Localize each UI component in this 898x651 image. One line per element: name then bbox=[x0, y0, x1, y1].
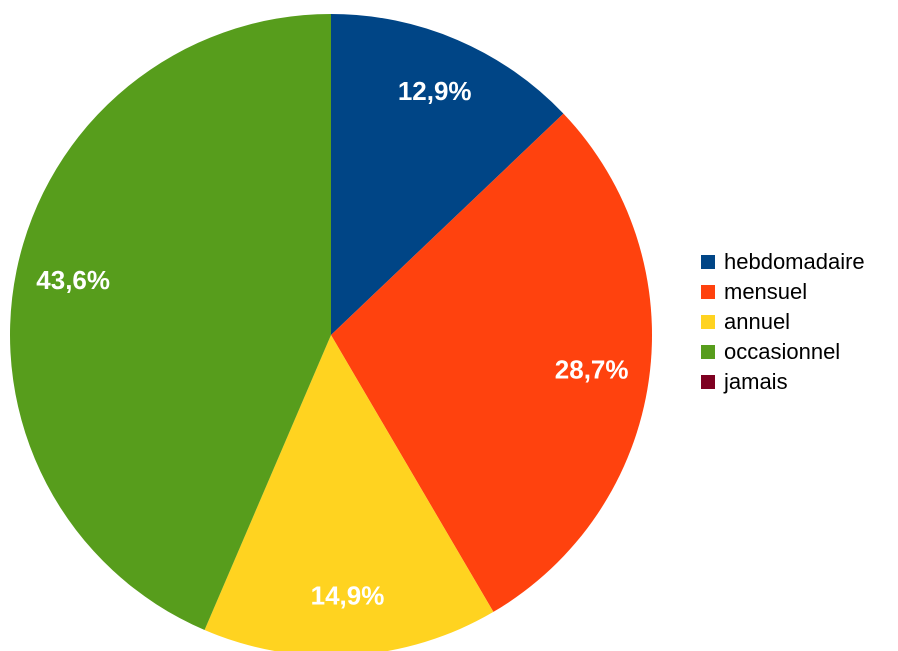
pie-slice-annuel bbox=[204, 335, 494, 651]
slice-label-mensuel: 28,7% bbox=[555, 355, 629, 385]
legend-swatch-annuel bbox=[701, 315, 715, 329]
legend-item-occasionnel: occasionnel bbox=[701, 337, 865, 367]
legend-item-annuel: annuel bbox=[701, 307, 865, 337]
legend-swatch-occasionnel bbox=[701, 345, 715, 359]
slice-label-annuel: 14,9% bbox=[311, 581, 385, 611]
legend-swatch-jamais bbox=[701, 375, 715, 389]
legend-label-jamais: jamais bbox=[724, 369, 788, 394]
pie-slice-mensuel bbox=[331, 113, 652, 612]
slice-label-hebdomadaire: 12,9% bbox=[398, 76, 472, 106]
legend-label-annuel: annuel bbox=[724, 309, 791, 334]
legend-label-hebdomadaire: hebdomadaire bbox=[724, 249, 865, 274]
legend-swatch-mensuel bbox=[701, 285, 715, 299]
legend-label-mensuel: mensuel bbox=[724, 279, 808, 304]
pie-slice-hebdomadaire bbox=[331, 14, 564, 335]
legend-swatch-hebdomadaire bbox=[701, 255, 715, 269]
pie-slice-occasionnel bbox=[9, 14, 332, 631]
slice-label-occasionnel: 43,6% bbox=[36, 265, 110, 295]
legend-label-occasionnel: occasionnel bbox=[724, 339, 841, 364]
legend-item-jamais: jamais bbox=[701, 367, 865, 397]
legend-item-hebdomadaire: hebdomadaire bbox=[701, 247, 865, 277]
legend: hebdomadaire mensuel annuel occasionnel … bbox=[701, 247, 865, 397]
legend-item-mensuel: mensuel bbox=[701, 277, 865, 307]
